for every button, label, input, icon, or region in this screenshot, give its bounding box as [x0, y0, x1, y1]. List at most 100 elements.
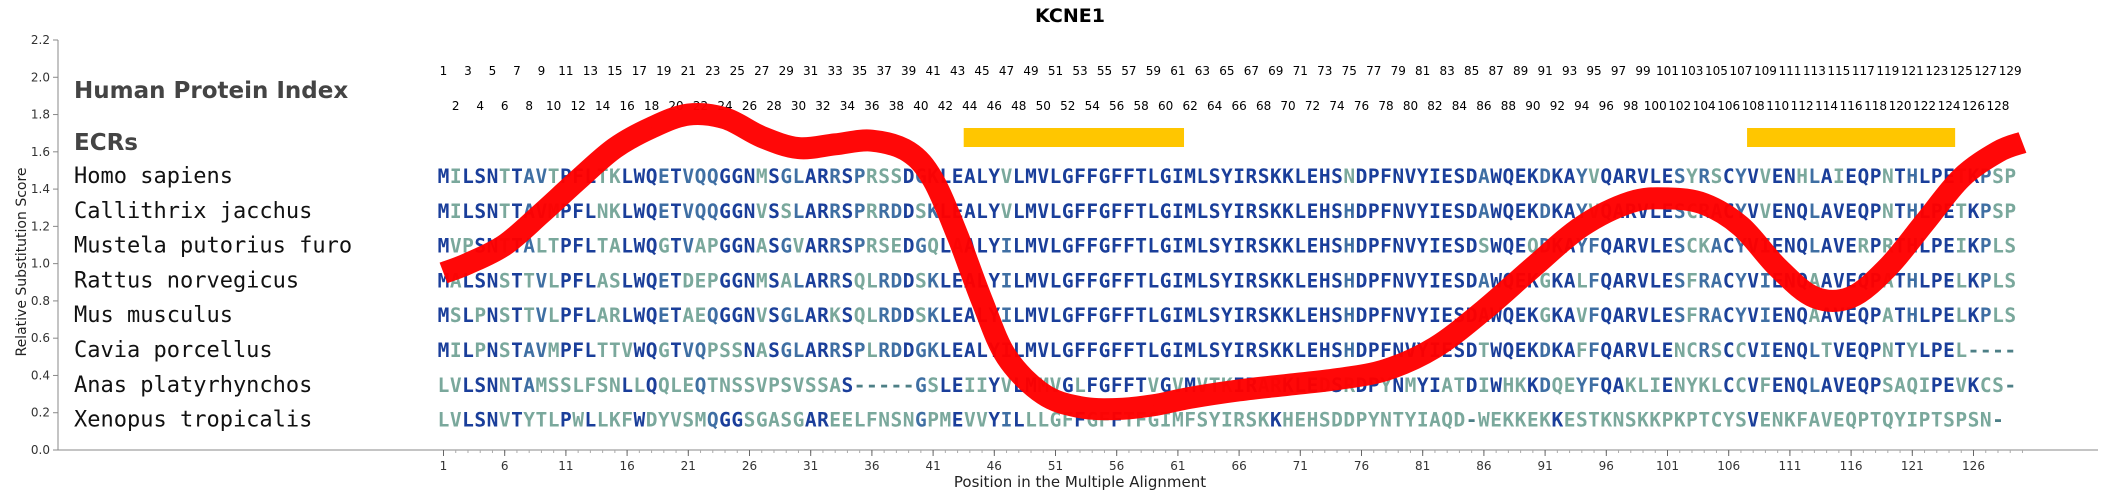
- human-index-number: 83: [1440, 64, 1455, 78]
- residue: A: [1613, 304, 1625, 327]
- residue: F: [1588, 269, 1600, 292]
- residue: F: [1123, 304, 1135, 327]
- residue: M: [1025, 235, 1037, 258]
- residue: S: [1454, 269, 1466, 292]
- residue: V: [682, 235, 694, 258]
- residue: M: [756, 165, 768, 188]
- residue: P: [1980, 235, 1992, 258]
- residue: K: [1527, 304, 1539, 327]
- residue: N: [744, 269, 756, 292]
- human-index-number: 41: [925, 64, 940, 78]
- residue: L: [1013, 165, 1025, 188]
- residue: W: [633, 339, 645, 362]
- residue: W: [633, 200, 645, 223]
- residue: L: [1197, 339, 1209, 362]
- residue: S: [927, 374, 939, 397]
- residue: K: [1968, 269, 1980, 292]
- residue: F: [1111, 165, 1123, 188]
- residue: A: [1478, 200, 1490, 223]
- residue: A: [1564, 165, 1576, 188]
- residue: E: [1772, 165, 1784, 188]
- residue: V: [450, 374, 462, 397]
- species-label: Callithrix jacchus: [74, 199, 312, 224]
- residue: H: [1343, 304, 1355, 327]
- residue: N: [744, 200, 756, 223]
- residue: -: [1992, 339, 2004, 362]
- residue: E: [1943, 339, 1955, 362]
- residue: S: [1968, 409, 1980, 432]
- x-tick-label: 11: [558, 459, 573, 473]
- human-index-number: 70: [1280, 99, 1295, 113]
- residue: T: [1478, 339, 1490, 362]
- residue: G: [1062, 269, 1074, 292]
- residue: E: [1307, 235, 1319, 258]
- residue: S: [499, 269, 511, 292]
- residue: V: [1576, 304, 1588, 327]
- residue: Y: [1906, 339, 1918, 362]
- residue: Y: [1417, 200, 1429, 223]
- residue: S: [780, 409, 792, 432]
- residue: L: [1294, 339, 1306, 362]
- y-tick-label: 0.8: [31, 294, 50, 308]
- human-index-number: 44: [962, 99, 977, 113]
- residue: A: [609, 235, 621, 258]
- residue: M: [438, 304, 450, 327]
- residue: Y: [1221, 165, 1233, 188]
- residue: N: [744, 165, 756, 188]
- residue: T: [1870, 409, 1882, 432]
- residue: K: [1784, 409, 1796, 432]
- residue: Y: [523, 409, 535, 432]
- residue: T: [1135, 269, 1147, 292]
- residue: L: [939, 304, 951, 327]
- residue: V: [976, 409, 988, 432]
- residue: S: [499, 304, 511, 327]
- residue: D: [1356, 339, 1368, 362]
- residue: Q: [1441, 409, 1453, 432]
- residue: Y: [988, 269, 1000, 292]
- residue: V: [1001, 374, 1013, 397]
- residue: P: [707, 339, 719, 362]
- residue: N: [1784, 304, 1796, 327]
- residue: D: [1356, 304, 1368, 327]
- residue: R: [1625, 269, 1637, 292]
- residue: G: [780, 304, 792, 327]
- human-index-number: 124: [1938, 99, 1961, 113]
- human-index-number: 61: [1170, 64, 1185, 78]
- residue: Y: [1686, 374, 1698, 397]
- residue: A: [1613, 339, 1625, 362]
- residue: Q: [695, 374, 707, 397]
- residue: A: [805, 200, 817, 223]
- human-index-number: 46: [987, 99, 1002, 113]
- residue: S: [1209, 200, 1221, 223]
- residue: Q: [695, 165, 707, 188]
- residue: D: [1539, 200, 1551, 223]
- residue: V: [621, 339, 633, 362]
- y-tick-label: 2.2: [31, 33, 50, 47]
- residue: S: [842, 165, 854, 188]
- residue: T: [707, 374, 719, 397]
- residue: N: [1343, 165, 1355, 188]
- residue: T: [1894, 165, 1906, 188]
- residue: -: [2004, 374, 2016, 397]
- residue: K: [1515, 409, 1527, 432]
- residue: P: [560, 339, 572, 362]
- residue: N: [1674, 374, 1686, 397]
- residue: F: [1380, 235, 1392, 258]
- residue: Q: [1600, 269, 1612, 292]
- residue: P: [2004, 200, 2016, 223]
- residue: K: [1282, 200, 1294, 223]
- residue: K: [1551, 200, 1563, 223]
- residue: G: [915, 374, 927, 397]
- residue: L: [462, 409, 474, 432]
- residue: L: [976, 165, 988, 188]
- residue: S: [1331, 339, 1343, 362]
- residue: I: [450, 200, 462, 223]
- human-index-number: 40: [913, 99, 928, 113]
- residue: R: [829, 165, 841, 188]
- residue: A: [964, 339, 976, 362]
- residue: M: [1025, 304, 1037, 327]
- residue: Q: [1551, 374, 1563, 397]
- residue: M: [548, 339, 560, 362]
- residue: L: [976, 235, 988, 258]
- residue: T: [1454, 374, 1466, 397]
